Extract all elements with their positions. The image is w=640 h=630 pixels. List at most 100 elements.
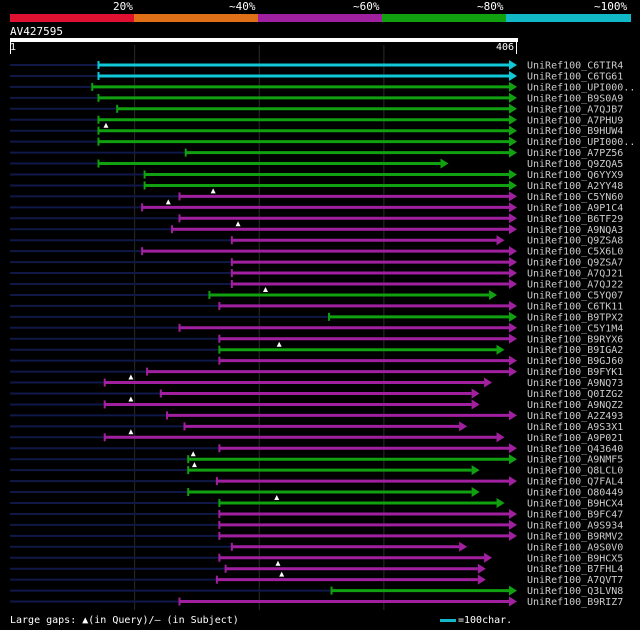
hit-row[interactable]: UniRef100_C6TG61: [10, 70, 623, 83]
hit-label[interactable]: UniRef100_C6TIR4: [527, 61, 623, 72]
hit-row[interactable]: UniRef100_O80449: [10, 487, 623, 499]
hit-row[interactable]: UniRef100_C5X6L0: [10, 246, 623, 258]
hit-label[interactable]: UniRef100_C6TG61: [527, 71, 623, 82]
hit-row[interactable]: UniRef100_C6TK11: [10, 300, 623, 313]
hit-label[interactable]: UniRef100_B9HCX4: [527, 499, 623, 510]
hit-label[interactable]: UniRef100_Q9ZSA8: [527, 236, 623, 247]
hit-row[interactable]: UniRef100_Q43640: [10, 443, 623, 455]
hit-row[interactable]: UniRef100_B7FHL4: [10, 560, 623, 576]
hit-row[interactable]: UniRef100_A9S3X1: [10, 421, 623, 433]
hit-label[interactable]: UniRef100_Q7FAL4: [527, 477, 623, 488]
hit-label[interactable]: UniRef100_A7PHU9: [527, 115, 623, 126]
hit-row[interactable]: UniRef100_B9IGA2: [10, 341, 623, 357]
hit-label[interactable]: UniRef100_Q6YYX9: [527, 170, 623, 181]
hit-row[interactable]: UniRef100_B9HCX5: [10, 552, 623, 565]
hit-label[interactable]: UniRef100_A9NMF5: [527, 455, 623, 466]
hit-label[interactable]: UniRef100_Q43640: [527, 444, 623, 455]
hit-label[interactable]: UniRef100_A9S0V0: [527, 542, 623, 553]
hit-label[interactable]: UniRef100_B9FC47: [527, 509, 623, 520]
hit-label[interactable]: UniRef100_UPI000..: [527, 137, 635, 148]
hit-label[interactable]: UniRef100_B9TPX2: [527, 312, 623, 323]
hit-row[interactable]: UniRef100_B9S0A9: [10, 92, 623, 105]
hit-label[interactable]: UniRef100_A7QVT7: [527, 575, 623, 586]
hit-label[interactable]: UniRef100_C5YN60: [527, 192, 623, 203]
hit-label[interactable]: UniRef100_B9IGA2: [527, 345, 623, 356]
hit-label[interactable]: UniRef100_B9RYX6: [527, 334, 623, 345]
hit-row[interactable]: UniRef100_B9HCX4: [10, 495, 623, 510]
hit-row[interactable]: UniRef100_B9TPX2: [10, 311, 623, 324]
hit-row[interactable]: UniRef100_A7QJ21: [10, 268, 623, 280]
hit-row[interactable]: UniRef100_Q9ZSA7: [10, 257, 623, 269]
hit-row[interactable]: UniRef100_A9S0V0: [10, 541, 623, 554]
hit-label[interactable]: UniRef100_B9S0A9: [527, 93, 623, 104]
hit-row[interactable]: UniRef100_A2YY48: [10, 180, 623, 192]
hit-row[interactable]: UniRef100_B9HUW4: [10, 122, 623, 138]
hit-row[interactable]: UniRef100_B9RIZ7: [10, 596, 623, 609]
hit-row[interactable]: UniRef100_UPI000..: [10, 81, 635, 94]
hit-label[interactable]: UniRef100_B9HCX5: [527, 553, 623, 564]
hit-label[interactable]: UniRef100_C5YQ07: [527, 290, 623, 301]
hit-label[interactable]: UniRef100_O80449: [527, 488, 623, 499]
hit-row[interactable]: UniRef100_A9P1C4: [10, 199, 623, 214]
hit-label[interactable]: UniRef100_A7QJ22: [527, 280, 623, 291]
hit-label[interactable]: UniRef100_A9P021: [527, 433, 623, 444]
hit-row[interactable]: UniRef100_Q9ZQA5: [10, 158, 623, 171]
hit-row[interactable]: UniRef100_B9RYX6: [10, 333, 623, 346]
hit-label[interactable]: UniRef100_Q9ZQA5: [527, 159, 623, 170]
hit-row[interactable]: UniRef100_C5YQ07: [10, 286, 623, 302]
hit-row[interactable]: UniRef100_A9P021: [10, 429, 623, 444]
hit-row[interactable]: UniRef100_C5YN60: [10, 188, 623, 203]
hit-row[interactable]: UniRef100_A9NMF5: [10, 451, 623, 466]
hit-label[interactable]: UniRef100_B7FHL4: [527, 564, 623, 575]
hit-label[interactable]: UniRef100_B9GJ60: [527, 356, 623, 367]
hit-label[interactable]: UniRef100_A9NQ73: [527, 378, 623, 389]
hit-row[interactable]: UniRef100_A9NQZ2: [10, 396, 623, 411]
hit-row[interactable]: UniRef100_Q0IZG2: [10, 388, 623, 401]
hit-label[interactable]: UniRef100_A9NQA3: [527, 225, 623, 236]
hit-row[interactable]: UniRef100_A9S934: [10, 519, 623, 532]
hit-row[interactable]: UniRef100_B9GJ60: [10, 355, 623, 368]
hit-row[interactable]: UniRef100_B6TF29: [10, 213, 623, 225]
hit-row[interactable]: UniRef100_A2Z493: [10, 410, 623, 422]
hit-label[interactable]: UniRef100_B9HUW4: [527, 126, 623, 137]
hit-row[interactable]: UniRef100_A7QJB7: [10, 103, 623, 116]
hit-label[interactable]: UniRef100_B6TF29: [527, 214, 623, 225]
hit-row[interactable]: UniRef100_A9NQA3: [10, 221, 623, 236]
hit-label[interactable]: UniRef100_Q0IZG2: [527, 389, 623, 400]
hit-label[interactable]: UniRef100_Q8LCL0: [527, 466, 623, 477]
hit-row[interactable]: UniRef100_A7PHU9: [10, 114, 623, 127]
hit-row[interactable]: UniRef100_Q3LVN8: [10, 585, 623, 598]
hit-row[interactable]: UniRef100_UPI000..: [10, 136, 635, 149]
hit-label[interactable]: UniRef100_UPI000..: [527, 82, 635, 93]
hit-label[interactable]: UniRef100_A9P1C4: [527, 203, 623, 214]
hit-label[interactable]: UniRef100_B9FYK1: [527, 367, 623, 378]
hit-row[interactable]: UniRef100_Q7FAL4: [10, 476, 623, 488]
hit-label[interactable]: UniRef100_Q9ZSA7: [527, 258, 623, 269]
hit-label[interactable]: UniRef100_A7PZ56: [527, 148, 623, 159]
hit-label[interactable]: UniRef100_A7QJB7: [527, 104, 623, 115]
hit-row[interactable]: UniRef100_C6TIR4: [10, 60, 623, 72]
hit-row[interactable]: UniRef100_A7QVT7: [10, 571, 623, 587]
hit-row[interactable]: UniRef100_B9RMV2: [10, 530, 623, 543]
hit-label[interactable]: UniRef100_A9NQZ2: [527, 400, 623, 411]
hit-label[interactable]: UniRef100_B9RMV2: [527, 531, 623, 542]
hit-row[interactable]: UniRef100_C5Y1M4: [10, 322, 623, 335]
hit-label[interactable]: UniRef100_C6TK11: [527, 301, 623, 312]
hit-row[interactable]: UniRef100_A7PZ56: [10, 147, 623, 160]
hit-label[interactable]: UniRef100_B9RIZ7: [527, 597, 623, 608]
hit-label[interactable]: UniRef100_A9S3X1: [527, 422, 623, 433]
hit-label[interactable]: UniRef100_A7QJ21: [527, 269, 623, 280]
hit-row[interactable]: UniRef100_Q8LCL0: [10, 462, 623, 477]
hit-label[interactable]: UniRef100_Q3LVN8: [527, 586, 623, 597]
hit-label[interactable]: UniRef100_A2Z493: [527, 411, 623, 422]
hit-row[interactable]: UniRef100_A7QJ22: [10, 279, 623, 291]
hit-row[interactable]: UniRef100_B9FYK1: [10, 366, 623, 379]
hit-row[interactable]: UniRef100_Q6YYX9: [10, 169, 623, 182]
hit-row[interactable]: UniRef100_A9NQ73: [10, 374, 623, 390]
hit-row[interactable]: UniRef100_Q9ZSA8: [10, 235, 623, 247]
hit-label[interactable]: UniRef100_A2YY48: [527, 181, 623, 192]
hit-row[interactable]: UniRef100_B9FC47: [10, 508, 623, 521]
hit-label[interactable]: UniRef100_A9S934: [527, 520, 623, 531]
hit-label[interactable]: UniRef100_C5X6L0: [527, 247, 623, 258]
hit-label[interactable]: UniRef100_C5Y1M4: [527, 323, 623, 334]
